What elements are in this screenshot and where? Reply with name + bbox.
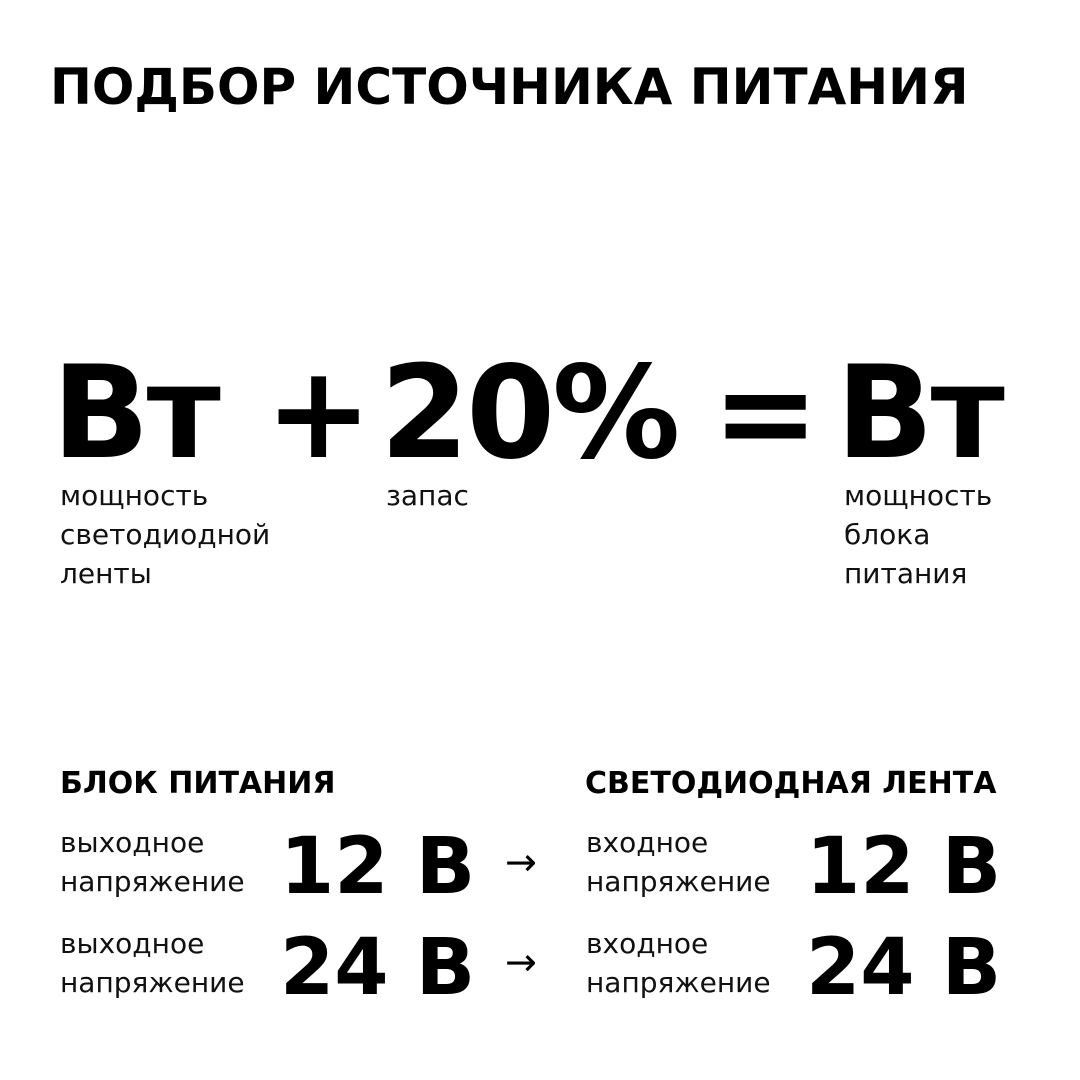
psu-heading: БЛОК ПИТАНИЯ bbox=[60, 766, 336, 801]
psu-value-24: 24 В bbox=[280, 923, 476, 1013]
caption-reserve: запас bbox=[386, 476, 469, 515]
caption-psu-power: мощность блока питания bbox=[844, 476, 992, 593]
formula-equals: = bbox=[712, 339, 819, 488]
caption-line: блока bbox=[844, 518, 931, 551]
psu-label-12: выходное напряжение bbox=[60, 826, 245, 898]
caption-line: мощность bbox=[60, 479, 209, 512]
caption-line: ленты bbox=[60, 557, 152, 590]
arrow-right-icon: → bbox=[505, 840, 537, 884]
page-title: ПОДБОР ИСТОЧНИКА ПИТАНИЯ bbox=[50, 58, 969, 116]
formula-psu-power: Вт bbox=[836, 339, 1005, 488]
formula-led-power: Вт bbox=[52, 339, 221, 488]
led-value-12: 12 В bbox=[806, 822, 1002, 912]
led-label-24: входное напряжение bbox=[586, 927, 771, 999]
psu-value-12: 12 В bbox=[280, 822, 476, 912]
formula-plus: + bbox=[265, 339, 372, 488]
psu-label-24: выходное напряжение bbox=[60, 927, 245, 999]
caption-line: питания bbox=[844, 557, 968, 590]
caption-led-power: мощность светодиодной ленты bbox=[60, 476, 270, 593]
led-strip-heading: СВЕТОДИОДНАЯ ЛЕНТА bbox=[585, 766, 997, 801]
caption-line: светодиодной bbox=[60, 518, 271, 551]
caption-line: запас bbox=[386, 479, 469, 512]
formula-reserve: 20% bbox=[380, 339, 680, 488]
arrow-right-icon: → bbox=[505, 940, 537, 984]
led-label-12: входное напряжение bbox=[586, 826, 771, 898]
caption-line: мощность bbox=[844, 479, 993, 512]
led-value-24: 24 В bbox=[806, 923, 1002, 1013]
